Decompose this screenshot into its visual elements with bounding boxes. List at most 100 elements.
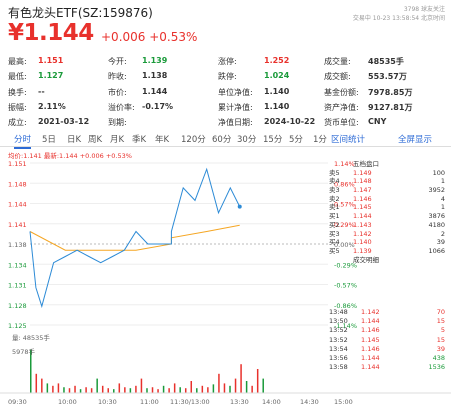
ask-volume: 3952: [428, 186, 445, 195]
quote-value: 1.140: [264, 101, 290, 111]
tab-0[interactable]: 分时: [14, 133, 32, 149]
volume-bar: [184, 388, 187, 393]
bid-level: 买4: [329, 238, 340, 247]
trade-volume: 70: [436, 308, 445, 316]
tab-6[interactable]: 年K: [155, 135, 170, 145]
tab-7[interactable]: 120分: [181, 135, 206, 145]
bid-price: 1.144: [353, 212, 372, 221]
x-tick: 10:30: [98, 398, 117, 406]
tab-12[interactable]: 1分: [313, 135, 327, 145]
tab-5[interactable]: 季K: [132, 135, 147, 145]
quote-grid: 最高: 1.151 今开: 1.139 涨停: 1.252 成交量: 48535手 最低: 1.1…: [8, 56, 444, 132]
quote-label: 溢价率:: [108, 102, 135, 112]
quote-label: 成交量:: [324, 57, 351, 66]
quote-label: 成交额:: [324, 72, 351, 82]
tab-9[interactable]: 30分: [237, 135, 257, 145]
quote-value: 48535手: [368, 57, 404, 66]
y-tick-left: 1.144: [8, 201, 27, 209]
bid-volume: 1066: [428, 246, 445, 255]
ask-volume: 4: [440, 194, 445, 203]
trade-time: 13:52: [329, 326, 348, 335]
trading-status: 交易中 10-23 13:58:54 北京时间: [352, 15, 445, 22]
quote-label: 单位净值:: [218, 87, 253, 97]
volume-bar: [41, 378, 43, 393]
y-tick-left: 1.141: [8, 221, 27, 229]
volume-bar: [52, 385, 54, 393]
volume-bar: [151, 387, 154, 393]
trade-time: 13:52: [329, 335, 348, 344]
tab-8[interactable]: 60分: [212, 135, 232, 145]
quote-value: 1.024: [264, 71, 290, 81]
volume-bar: [168, 388, 170, 393]
trade-volume: 1536: [428, 363, 445, 372]
tab-10[interactable]: 15分: [263, 135, 283, 145]
y-tick-left: 1.128: [8, 302, 27, 310]
ask-price: 1.145: [353, 203, 372, 212]
bid-price: 1.143: [353, 220, 372, 229]
trade-time: 13:54: [329, 344, 348, 353]
quote-value: 9127.81万: [368, 102, 413, 112]
y-tick-left: 1.148: [8, 180, 27, 188]
volume-bar: [57, 383, 60, 393]
volume-bar: [173, 383, 176, 393]
tab-1[interactable]: 5日: [42, 135, 56, 145]
quote-value: 2.11%: [38, 101, 66, 111]
tab-3[interactable]: 周K: [88, 135, 103, 145]
ask-volume: 1: [440, 203, 445, 212]
history-stats-link[interactable]: 区间统计: [331, 135, 366, 145]
trade-time: 13:48: [329, 308, 348, 316]
bid-volume: 3876: [428, 212, 445, 221]
quote-value: 1.127: [38, 71, 64, 81]
ask-price: 1.148: [353, 177, 372, 186]
volume-label: 量: 48535手: [12, 334, 50, 342]
x-tick: 09:30: [8, 398, 27, 406]
ask-volume: 100: [432, 168, 445, 177]
volume-bar: [240, 364, 242, 393]
order-book: 五档盘口 卖5 1.149 100 卖4 1.148 1 卖3 1.147 3952 卖2 1.146…: [329, 160, 449, 264]
quote-value: 1.140: [264, 86, 290, 96]
ask-level: 卖3: [329, 186, 340, 195]
trade-volume: 15: [436, 317, 445, 326]
volume-bar: [135, 385, 137, 393]
volume-bar: [256, 369, 259, 393]
bid-volume: 4180: [428, 220, 445, 229]
volume-bar: [30, 349, 32, 393]
fullscreen-link[interactable]: 全屏显示: [398, 135, 433, 145]
volume-bar: [201, 385, 204, 393]
volume-bar: [124, 387, 126, 393]
ask-price: 1.147: [353, 186, 372, 195]
quote-label: 今开:: [108, 57, 127, 66]
tab-2[interactable]: 日K: [67, 135, 82, 145]
y-tick-left: 1.151: [8, 160, 27, 168]
bid-level: 买1: [329, 212, 340, 221]
quote-label: 昨收:: [108, 72, 127, 82]
quote-label: 跌停:: [218, 72, 237, 82]
volume-bar: [212, 384, 215, 393]
quote-label: 换手:: [8, 87, 27, 97]
volume-bar: [262, 378, 264, 393]
quote-label: 净值日期:: [218, 118, 253, 128]
ask-price: 1.149: [353, 168, 372, 177]
bid-volume: 2: [440, 229, 445, 238]
trade-list: 13:48 1.142 70 13:50 1.144 15 13:52 1.146 5 13:52…: [329, 308, 449, 372]
trade-volume: 15: [436, 335, 445, 344]
trade-volume: 438: [432, 353, 445, 362]
quote-value: 2021-03-12: [38, 117, 90, 127]
volume-bar: [74, 385, 76, 393]
volume-bar: [223, 383, 226, 393]
tab-11[interactable]: 5分: [289, 135, 303, 145]
bid-price: 1.139: [353, 246, 372, 255]
quote-label: 最低:: [8, 72, 27, 82]
quote-value: -0.17%: [142, 101, 174, 111]
x-tick: 10:00: [58, 398, 77, 406]
trade-price: 1.144: [361, 353, 380, 362]
volume-bar: [157, 389, 159, 393]
y-tick-right: -0.57%: [334, 282, 357, 290]
bid-price: 1.140: [353, 238, 372, 247]
tab-4[interactable]: 月K: [110, 135, 125, 145]
quote-value: CNY: [368, 117, 387, 127]
y-tick-left: 1.138: [8, 241, 27, 249]
volume-bar: [140, 378, 143, 393]
chart-tab-bar: 分时 5日 日K 周K 月K 季K 年K 120分 60分 30分 15分 5分 1分 区间统计 全屏显…: [0, 131, 451, 149]
volume-bar: [79, 389, 82, 393]
